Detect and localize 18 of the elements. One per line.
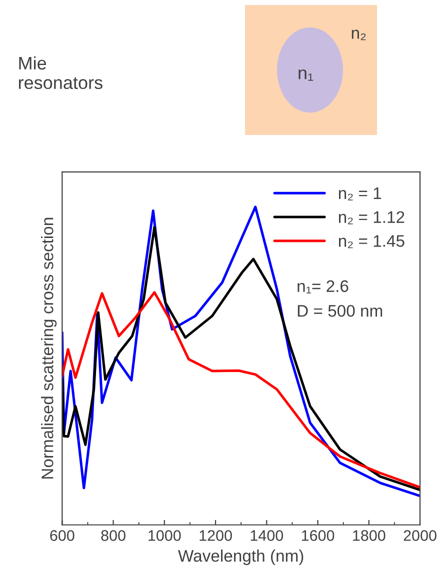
x-axis-title: Wavelength (nm)	[178, 550, 304, 566]
legend-label: n₂ = 1.12	[338, 211, 404, 224]
x-tick-label: 1000	[148, 530, 181, 541]
text: Mie resonators	[18, 56, 102, 90]
x-tick-label: 2000	[404, 530, 436, 541]
x-tick-label: 1200	[200, 530, 232, 541]
text: n₂	[352, 30, 366, 40]
x-tick-label: 1400	[250, 530, 284, 541]
annotation: D = 500 nm	[298, 304, 382, 317]
legend-label: n₂ = 1	[338, 188, 382, 200]
x-tick-label: 600	[50, 530, 74, 541]
x-tick-label: 1600	[302, 530, 334, 541]
annotation: n₁= 2.6	[298, 280, 348, 294]
y-axis-title: Normalised scattering cross section	[41, 218, 57, 479]
text: n₁	[298, 69, 314, 81]
x-tick-label: 1800	[353, 530, 386, 541]
legend-label: n₂ = 1.45	[338, 235, 404, 248]
x-tick-label: 800	[101, 530, 126, 541]
